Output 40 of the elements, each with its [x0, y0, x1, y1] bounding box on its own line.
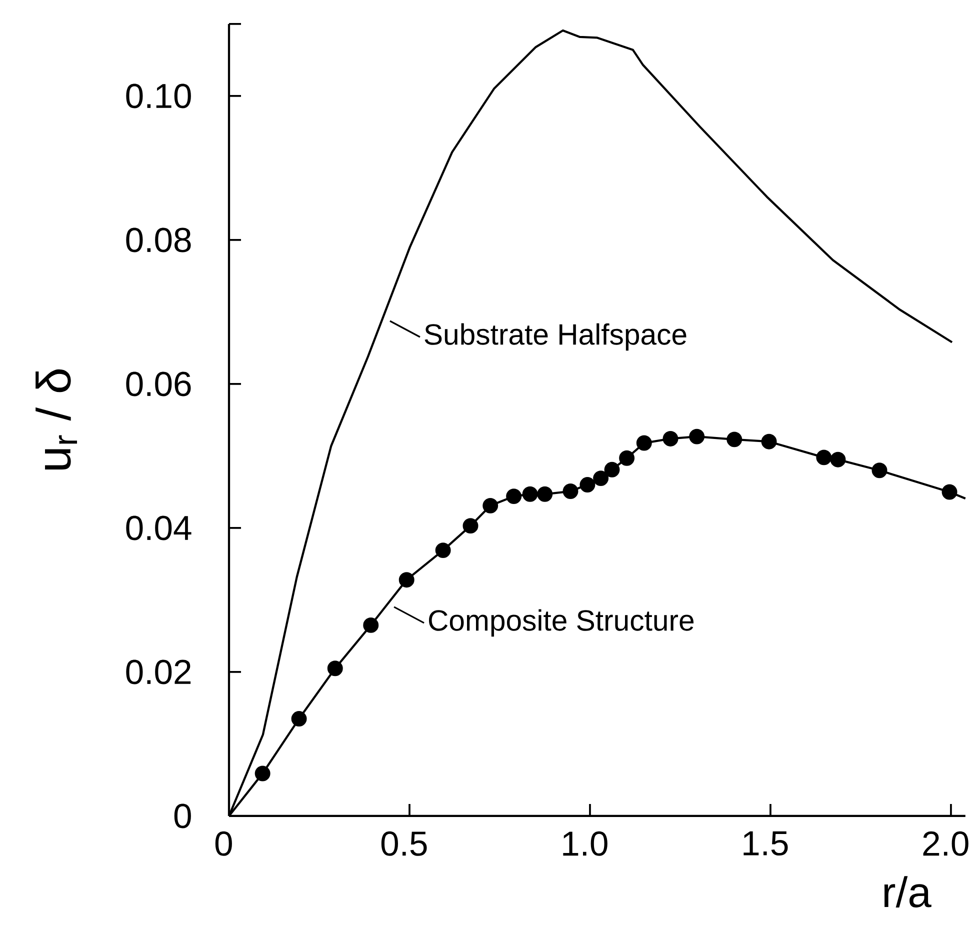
- x-tick-label: 1.0: [563, 831, 608, 856]
- point: [506, 488, 522, 504]
- point: [816, 450, 832, 466]
- point: [254, 766, 270, 782]
- x-tick-label: 2.0: [923, 831, 968, 856]
- point: [537, 486, 553, 502]
- point: [522, 486, 538, 502]
- x-tick-label: 0.5: [381, 831, 427, 856]
- y-tick-label: 0.06: [126, 372, 191, 396]
- point: [604, 462, 620, 478]
- point: [636, 435, 652, 451]
- annotation: Substrate Halfspace: [424, 323, 686, 351]
- point: [462, 518, 478, 534]
- point: [761, 434, 777, 450]
- y-tick-label: 0: [174, 804, 191, 828]
- y-axis-title: u$_{r}$ / δ: [36, 369, 78, 470]
- x-tick-label: 0: [215, 831, 232, 856]
- x-axis-title: r/a: [884, 876, 932, 908]
- point: [363, 617, 379, 633]
- y-tick-label: 0.08: [126, 228, 191, 252]
- y-tick-label: 0.04: [126, 516, 192, 540]
- point: [398, 572, 414, 588]
- point: [593, 470, 609, 486]
- annotation: Composite Structure: [428, 609, 694, 637]
- y-tick-label: 0.10: [126, 84, 191, 108]
- point: [619, 450, 635, 466]
- point: [726, 432, 742, 448]
- point: [662, 430, 678, 446]
- point: [482, 498, 498, 514]
- y-tick-label: 0.02: [126, 660, 191, 684]
- point: [689, 428, 705, 444]
- point: [830, 452, 846, 468]
- point: [872, 462, 888, 478]
- point: [580, 477, 596, 493]
- point: [435, 542, 451, 558]
- point: [291, 711, 307, 727]
- point: [562, 484, 578, 500]
- point: [327, 660, 343, 676]
- x-tick-label: 1.5: [744, 831, 788, 856]
- point: [942, 484, 958, 500]
